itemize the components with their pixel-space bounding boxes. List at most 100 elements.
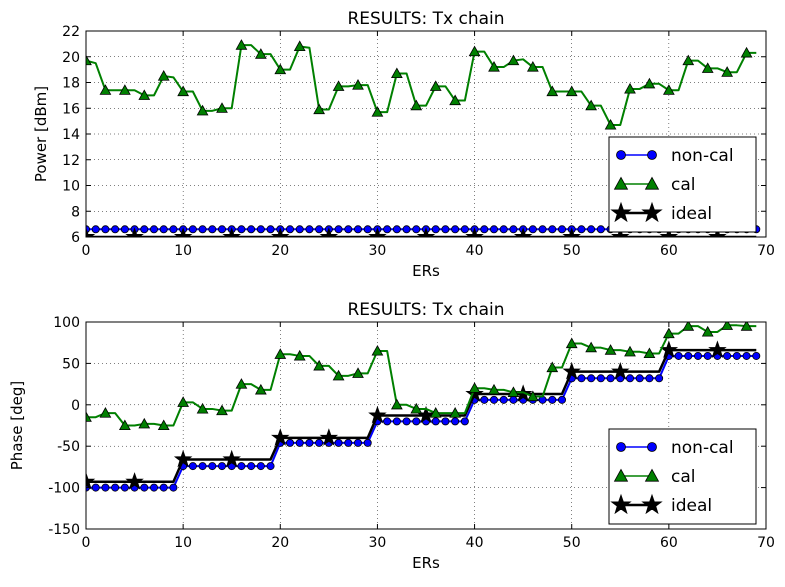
subplot-1: 0 10 20 30 40 50 60 70 -150 -100 -50 0 50 100 RESULTS:… (8, 300, 775, 572)
data-point-cal (604, 118, 617, 130)
data-point-non-cal (499, 395, 508, 404)
data-point-non-cal (353, 225, 362, 234)
data-point-non-cal (344, 225, 353, 234)
data-point-ideal (708, 227, 727, 237)
data-point-non-cal (732, 351, 741, 360)
data-point-non-cal (752, 351, 761, 360)
data-point-cal (740, 46, 753, 58)
legend-entry-cal: cal (613, 467, 696, 487)
data-point-cal (254, 383, 267, 395)
data-point-non-cal (460, 225, 469, 234)
legend-marker-ideal (641, 493, 663, 515)
y-axis-label: Phase [deg] (8, 381, 26, 471)
data-point-ideal (319, 428, 339, 446)
data-point-non-cal (305, 225, 314, 234)
data-point-non-cal (247, 462, 256, 471)
data-point-cal (468, 382, 481, 393)
data-point-cal (449, 407, 462, 418)
data-point-non-cal (217, 225, 226, 234)
legend-label: cal (671, 175, 696, 195)
x-tick-label: 10 (174, 535, 192, 551)
data-point-cal (86, 411, 92, 422)
data-point-non-cal (295, 225, 304, 234)
data-point-non-cal (198, 225, 207, 234)
data-point-non-cal (363, 225, 372, 234)
data-point-cal (488, 61, 500, 72)
legend-marker-cal (644, 176, 660, 190)
data-point-cal (390, 398, 403, 410)
data-point-non-cal (363, 438, 372, 447)
subplot-0: 0 10 20 30 40 50 60 70 6 8 10 12 14 16 18 20 22 RESULTS: … (32, 9, 775, 280)
data-point-ideal (319, 227, 339, 237)
legend-label: non-cal (671, 438, 734, 458)
data-point-cal (546, 361, 559, 373)
data-point-ideal (562, 361, 581, 380)
legend: non-cal cal ideal (608, 428, 757, 525)
legend-entry-ideal: ideal (610, 201, 712, 224)
data-point-non-cal (198, 462, 207, 471)
data-point-non-cal (111, 225, 120, 234)
data-point-non-cal (538, 225, 547, 234)
data-point-non-cal (111, 483, 120, 492)
data-point-non-cal (587, 225, 596, 234)
data-point-non-cal (577, 225, 586, 234)
y-tick-label: 12 (62, 153, 80, 169)
series-ideal (86, 227, 757, 237)
data-point-non-cal (285, 438, 294, 447)
data-point-cal (624, 345, 636, 357)
data-point-non-cal (480, 395, 489, 404)
legend-entry-non-cal: non-cal (616, 438, 734, 458)
data-point-non-cal (208, 462, 217, 471)
y-tick-label: 8 (71, 204, 80, 220)
data-point-cal (449, 94, 462, 106)
data-point-non-cal (334, 438, 343, 447)
data-point-ideal (708, 340, 727, 359)
data-point-cal (352, 79, 364, 90)
legend-marker-ideal (641, 201, 663, 223)
data-point-cal (332, 369, 345, 381)
data-point-non-cal (169, 483, 178, 492)
y-tick-label: 16 (62, 101, 80, 117)
data-point-non-cal (577, 374, 586, 383)
data-point-non-cal (412, 225, 421, 234)
data-point-non-cal (596, 225, 605, 234)
data-point-non-cal (392, 225, 401, 234)
data-point-non-cal (587, 374, 596, 383)
y-tick-label: 20 (62, 50, 80, 66)
legend-label: ideal (671, 496, 712, 516)
x-tick-label: 60 (660, 243, 678, 259)
legend-marker-ideal (610, 201, 632, 223)
x-tick-label: 70 (757, 535, 775, 551)
data-point-cal (332, 80, 345, 91)
data-point-cal (507, 54, 520, 66)
legend-marker-ideal (610, 493, 632, 515)
data-point-non-cal (120, 225, 129, 234)
data-point-cal (216, 404, 228, 416)
legend-marker-non-cal (647, 150, 657, 160)
y-tick-label: 10 (62, 179, 80, 195)
data-point-non-cal (208, 225, 217, 234)
data-point-cal (138, 89, 151, 100)
data-point-non-cal (383, 225, 392, 234)
data-point-non-cal (159, 225, 168, 234)
x-tick-label: 30 (369, 243, 387, 259)
data-point-cal (390, 67, 403, 79)
y-tick-label: -150 (48, 522, 80, 538)
data-point-cal (99, 407, 112, 418)
data-point-non-cal (353, 438, 362, 447)
x-tick-label: 30 (369, 535, 387, 551)
data-point-non-cal (217, 462, 226, 471)
data-point-non-cal (742, 351, 751, 360)
data-point-ideal (173, 449, 193, 468)
data-point-cal (662, 327, 675, 339)
data-point-cal (701, 62, 714, 73)
y-tick-label: 22 (62, 24, 80, 40)
legend-entry-non-cal: non-cal (616, 146, 734, 166)
data-point-cal (721, 322, 734, 330)
series-cal (86, 39, 757, 130)
data-point-non-cal (460, 417, 469, 426)
data-point-non-cal (489, 225, 498, 234)
data-point-non-cal (295, 438, 304, 447)
data-point-cal (235, 39, 248, 50)
data-point-cal (585, 341, 598, 353)
